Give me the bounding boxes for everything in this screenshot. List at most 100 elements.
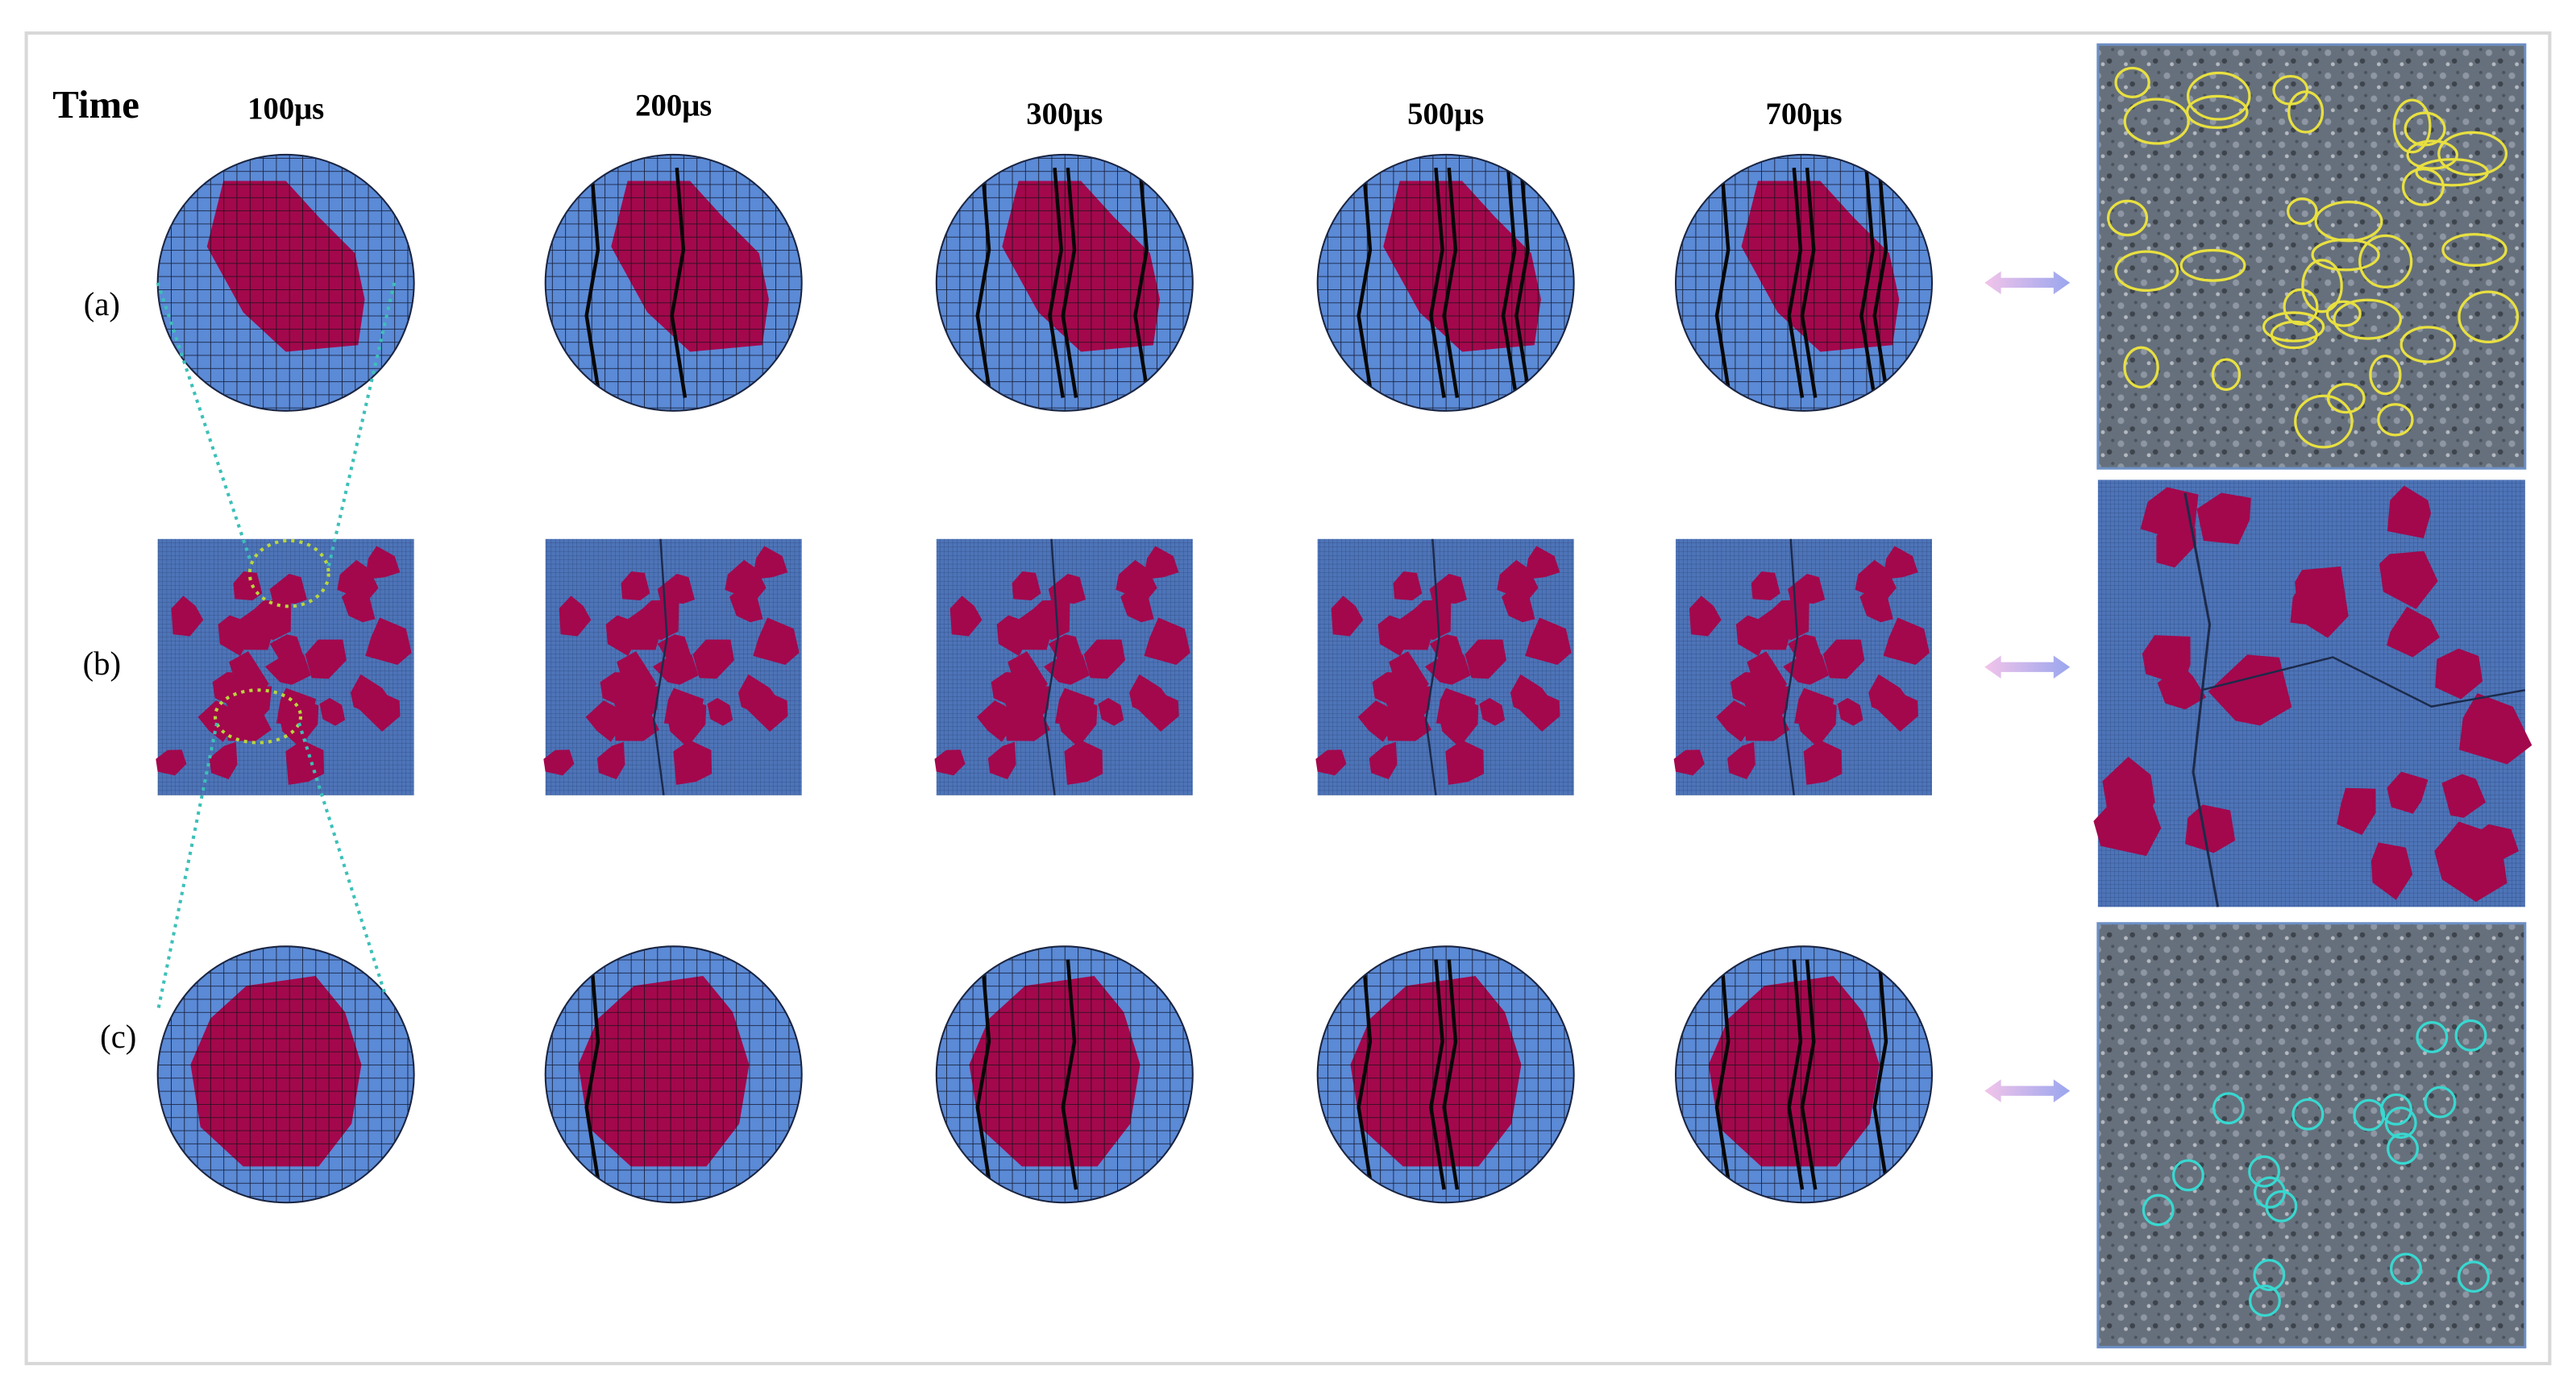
aggregate bbox=[1479, 697, 1506, 726]
marker bbox=[2454, 1019, 2487, 1052]
marker bbox=[2377, 403, 2414, 437]
aggregate bbox=[543, 749, 575, 776]
crack bbox=[584, 167, 602, 398]
aggregate bbox=[621, 571, 650, 601]
marker bbox=[2333, 298, 2403, 340]
marker bbox=[2311, 238, 2380, 272]
marker bbox=[2272, 75, 2309, 106]
crack bbox=[1787, 959, 1805, 1190]
aggregate bbox=[1822, 639, 1865, 679]
crack bbox=[1429, 167, 1446, 398]
aggregate bbox=[2295, 566, 2349, 638]
aggregate bbox=[1751, 571, 1780, 601]
marker bbox=[2283, 288, 2319, 326]
marker bbox=[2287, 90, 2325, 134]
aggregate bbox=[1727, 741, 1755, 779]
aggregate bbox=[1524, 546, 1560, 580]
marker bbox=[2441, 233, 2507, 267]
aggregate bbox=[1098, 697, 1124, 726]
marker bbox=[2253, 1259, 2286, 1292]
aggregate bbox=[1129, 674, 1173, 716]
aggregate bbox=[996, 615, 1029, 656]
crack bbox=[1357, 167, 1374, 398]
circle-border bbox=[1675, 945, 1934, 1204]
crack bbox=[1787, 167, 1805, 398]
time-heading: 300μs bbox=[1026, 97, 1103, 131]
marker bbox=[2185, 94, 2249, 129]
aggregate bbox=[1525, 617, 1572, 666]
aggregate bbox=[673, 740, 713, 785]
aggregate bbox=[264, 652, 311, 685]
crack bbox=[2183, 492, 2220, 907]
circle-panel bbox=[1316, 945, 1575, 1204]
circle-panel bbox=[156, 153, 415, 412]
marker bbox=[2406, 139, 2458, 170]
aggregate bbox=[1797, 692, 1837, 748]
aggregate bbox=[218, 615, 251, 656]
crack bbox=[975, 959, 993, 1190]
aggregate bbox=[559, 596, 592, 637]
crack bbox=[1442, 167, 1460, 398]
aggregate bbox=[156, 749, 187, 776]
aggregate bbox=[737, 674, 782, 716]
marker bbox=[2262, 311, 2325, 343]
aggregate bbox=[667, 692, 707, 748]
marker bbox=[2369, 355, 2402, 396]
panel-body bbox=[1317, 946, 1574, 1203]
aggregate bbox=[1369, 741, 1398, 779]
content: Time 100μs 200μs 300μs 500μs 700μs (a) (b) (c) bbox=[52, 43, 2532, 1349]
crack bbox=[1783, 538, 1799, 795]
aggregate bbox=[2337, 787, 2376, 836]
aggregate bbox=[190, 975, 362, 1167]
circle-panel bbox=[935, 153, 1194, 412]
aggregate bbox=[1465, 639, 1506, 679]
aggregate bbox=[969, 975, 1141, 1167]
crack bbox=[1048, 167, 1065, 398]
aggregate bbox=[1393, 571, 1423, 601]
marker bbox=[2212, 1092, 2245, 1125]
aggregate bbox=[707, 697, 733, 726]
aggregate bbox=[949, 596, 983, 637]
marker bbox=[2301, 259, 2343, 313]
crack bbox=[1357, 959, 1374, 1190]
aggregate bbox=[364, 546, 401, 580]
panel-body bbox=[157, 946, 414, 1203]
aggregate bbox=[206, 181, 365, 352]
crack bbox=[1859, 167, 1876, 398]
time-heading: 100μs bbox=[247, 92, 324, 127]
double-arrow bbox=[1984, 271, 2071, 295]
aggregate bbox=[1064, 740, 1103, 785]
aggregate bbox=[692, 639, 734, 679]
marker bbox=[2387, 1132, 2420, 1165]
marker bbox=[2401, 168, 2445, 206]
aggregate bbox=[611, 181, 769, 352]
aggregate bbox=[1083, 639, 1126, 679]
aggregate bbox=[171, 596, 204, 637]
aggregate bbox=[2370, 842, 2413, 900]
crack bbox=[1424, 538, 1440, 795]
marker bbox=[2416, 1020, 2449, 1053]
marker bbox=[2404, 111, 2446, 147]
marker bbox=[2254, 1176, 2287, 1209]
aggregate bbox=[1002, 181, 1161, 352]
marker bbox=[2123, 346, 2159, 388]
aggregate bbox=[1315, 749, 1347, 776]
aggregate bbox=[212, 672, 243, 708]
aggregate bbox=[1868, 674, 1912, 716]
marker bbox=[2294, 394, 2354, 449]
aggregate bbox=[1883, 617, 1930, 666]
circle-border bbox=[1316, 945, 1575, 1204]
aggregate bbox=[1735, 615, 1768, 656]
circle-border bbox=[156, 945, 415, 1204]
circle-panel bbox=[1675, 153, 1934, 412]
aggregate bbox=[244, 600, 292, 641]
marker bbox=[2458, 290, 2520, 343]
marker bbox=[2249, 1285, 2281, 1317]
aggregate bbox=[1788, 573, 1826, 604]
aggregate bbox=[596, 741, 625, 779]
aggregate bbox=[1673, 749, 1705, 776]
aggregate bbox=[1510, 674, 1554, 716]
aggregate bbox=[752, 546, 788, 580]
time-heading: 700μs bbox=[1765, 97, 1842, 131]
